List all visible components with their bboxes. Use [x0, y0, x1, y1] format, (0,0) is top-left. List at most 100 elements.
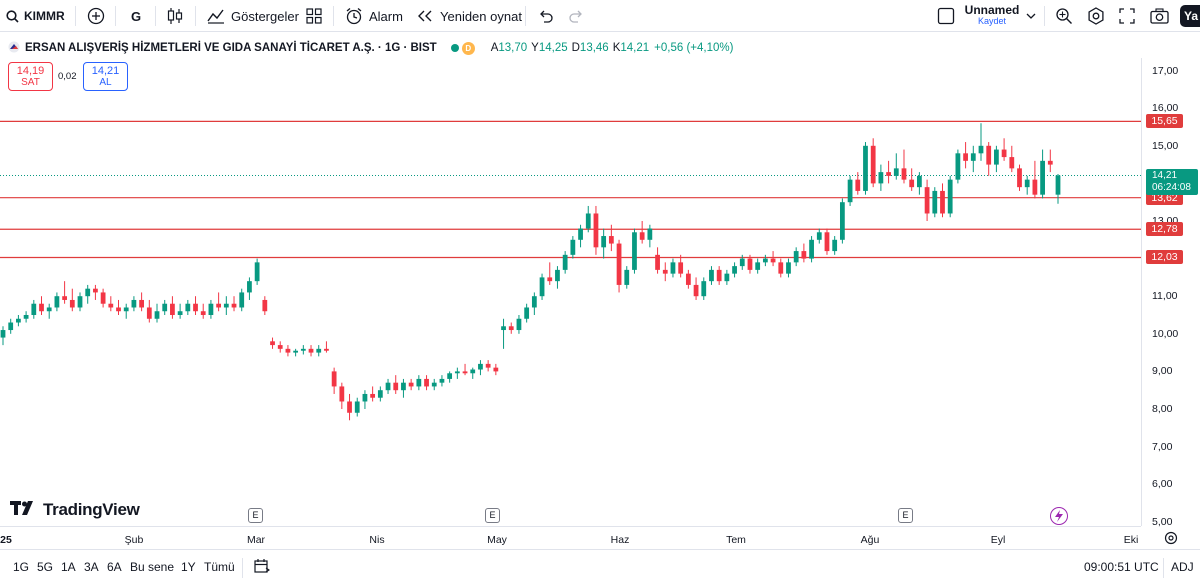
price-tick-label: 15,00	[1152, 139, 1179, 152]
candle-body	[916, 175, 922, 188]
layout-checkbox[interactable]	[937, 4, 955, 28]
range-6a-button[interactable]: 6A	[107, 560, 122, 574]
candle	[185, 299, 191, 315]
candle	[0, 326, 6, 346]
earnings-event-badge[interactable]: E	[485, 508, 500, 523]
candle	[616, 239, 622, 293]
price-tick-label: 10,00	[1152, 327, 1179, 340]
candle	[62, 281, 67, 304]
candle-body	[1024, 179, 1030, 188]
candle	[100, 288, 106, 308]
candle-body	[324, 348, 329, 351]
range-1a-button[interactable]: 1A	[61, 560, 76, 574]
layouts-button[interactable]	[306, 4, 322, 28]
compare-symbol-button[interactable]	[87, 4, 105, 28]
candle	[901, 149, 907, 184]
candle-body	[93, 288, 98, 293]
candle-body	[208, 303, 214, 315]
high-value: 14,25	[538, 42, 568, 54]
undo-button[interactable]	[537, 4, 553, 28]
price-axis[interactable]: 17,0016,0015,0014,0013,0012,0011,0010,00…	[1141, 58, 1200, 528]
indicators-button[interactable]: Göstergeler	[207, 4, 299, 28]
layout-name-button[interactable]: Unnamed Kaydet	[962, 3, 1022, 29]
candle-body	[963, 153, 968, 161]
candle	[916, 172, 922, 195]
candle-body	[593, 213, 599, 248]
candle-body	[632, 232, 637, 270]
candle	[531, 292, 537, 315]
candle	[239, 288, 245, 312]
candle-body	[377, 390, 383, 398]
settings-button[interactable]	[1087, 4, 1105, 28]
candle-body	[555, 269, 560, 282]
range-ytd-button[interactable]: Bu sene	[130, 560, 175, 574]
candle-body	[131, 299, 137, 308]
redo-button[interactable]	[569, 4, 585, 28]
range-1y-button[interactable]: 1Y	[181, 560, 196, 574]
toolbar-divider	[1044, 6, 1045, 26]
candle	[362, 390, 368, 409]
symbol-title: ERSAN ALIŞVERİŞ HİZMETLERİ VE GIDA SANAY…	[25, 42, 437, 54]
range-3a-button[interactable]: 3A	[84, 560, 99, 574]
quick-search-button[interactable]	[1055, 4, 1073, 28]
grid-icon	[306, 8, 322, 24]
candle-body	[39, 303, 44, 312]
price-tick-label: 8,00	[1152, 403, 1173, 415]
candle-body	[524, 307, 530, 319]
candle-body	[793, 251, 799, 263]
candle-body	[655, 254, 660, 270]
candle	[585, 205, 591, 233]
sell-button[interactable]: 14,19 SAT	[8, 62, 53, 91]
candle	[93, 284, 98, 300]
publish-button[interactable]: Ya	[1180, 5, 1200, 27]
chart-type-button[interactable]	[167, 4, 183, 28]
buy-button[interactable]: 14,21 AL	[83, 62, 128, 91]
candle	[593, 205, 599, 255]
candle-body	[123, 307, 129, 312]
candle-body	[1009, 157, 1015, 169]
clock-timezone-button[interactable]: 09:00:51 UTC	[1084, 560, 1159, 574]
candle	[485, 360, 491, 372]
tradingview-watermark[interactable]: TradingView	[10, 499, 140, 521]
layout-menu-button[interactable]	[1026, 4, 1036, 28]
axis-settings-button[interactable]	[1164, 531, 1178, 550]
range-all-button[interactable]: Tümü	[204, 560, 235, 574]
range-5g-button[interactable]: 5G	[37, 560, 54, 574]
symbol-search-button[interactable]: KIMMR	[6, 4, 65, 28]
candle-body	[31, 303, 37, 315]
replay-button[interactable]: Yeniden oynat	[417, 4, 522, 28]
calendar-icon	[254, 559, 270, 577]
adjust-toggle[interactable]: ADJ	[1171, 560, 1194, 574]
time-axis[interactable]: 25 Şub Mar Nis May Haz Tem Ağu Eyl Eki	[0, 526, 1141, 548]
indicators-label: Göstergeler	[231, 8, 299, 24]
save-status: Kaydet	[977, 16, 1007, 26]
date-range-button[interactable]	[254, 558, 270, 577]
candle-body	[177, 311, 183, 315]
range-1g-button[interactable]: 1G	[13, 560, 30, 574]
lightning-event-badge[interactable]	[1050, 507, 1068, 525]
candle-body	[1040, 160, 1045, 195]
price-chart[interactable]	[0, 58, 1141, 526]
candle-body	[816, 232, 822, 240]
spread-value: 0,02	[58, 71, 77, 82]
search-zoom-icon	[1055, 7, 1073, 25]
candle-body	[146, 307, 152, 319]
candle-body	[478, 363, 483, 370]
fullscreen-button[interactable]	[1119, 4, 1135, 28]
alert-button[interactable]: Alarm	[345, 4, 403, 28]
candle-body	[293, 350, 299, 353]
snapshot-button[interactable]	[1150, 4, 1169, 28]
toolbar-divider	[155, 6, 156, 26]
candle	[247, 277, 252, 300]
candle-body	[994, 149, 999, 165]
checkbox-icon	[937, 7, 955, 25]
earnings-event-badge[interactable]: E	[248, 508, 263, 523]
bar-countdown: 06:24:08	[1152, 181, 1191, 193]
earnings-event-badge[interactable]: E	[898, 508, 913, 523]
candle	[200, 303, 206, 319]
candle	[547, 262, 553, 285]
time-tick-label: Nis	[369, 534, 385, 546]
interval-button[interactable]: G	[131, 8, 142, 24]
candle-body	[69, 299, 75, 308]
candle	[31, 299, 37, 319]
